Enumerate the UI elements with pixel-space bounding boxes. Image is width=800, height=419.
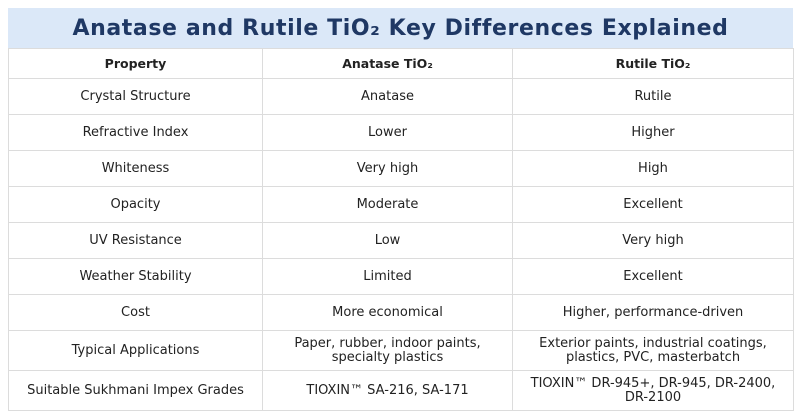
table-row: Suitable Sukhmani Impex Grades TIOXIN™ SA… [8, 370, 794, 411]
table-row: Refractive Index Lower Higher [8, 114, 794, 151]
table-cell: Anatase [262, 78, 513, 115]
table-row: Weather Stability Limited Excellent [8, 258, 794, 295]
table-row: Opacity Moderate Excellent [8, 186, 794, 223]
table-cell: Very high [262, 150, 513, 187]
table-row: Cost More economical Higher, performance-d… [8, 294, 794, 331]
column-header: Anatase TiO₂ [262, 48, 513, 79]
table-cell: Higher, performance-driven [512, 294, 794, 331]
table-cell: UV Resistance [8, 222, 263, 259]
table-cell: High [512, 150, 794, 187]
table-cell: Whiteness [8, 150, 263, 187]
table-cell: Weather Stability [8, 258, 263, 295]
table-cell: TIOXIN™ DR-945+, DR-945, DR-2400, DR-210… [512, 370, 794, 411]
table-cell: Lower [262, 114, 513, 151]
table-cell: More economical [262, 294, 513, 331]
table-cell: Higher [512, 114, 794, 151]
table-cell: Limited [262, 258, 513, 295]
table-cell: Excellent [512, 186, 794, 223]
table-row: Whiteness Very high High [8, 150, 794, 187]
table-cell: Refractive Index [8, 114, 263, 151]
table-cell: Suitable Sukhmani Impex Grades [8, 370, 263, 411]
table-cell: Moderate [262, 186, 513, 223]
table-cell: Rutile [512, 78, 794, 115]
table-cell: Typical Applications [8, 330, 263, 371]
table-cell: Excellent [512, 258, 794, 295]
table-cell: Crystal Structure [8, 78, 263, 115]
table-row: Typical Applications Paper, rubber, indoo… [8, 330, 794, 371]
table-cell: Cost [8, 294, 263, 331]
table-row: UV Resistance Low Very high [8, 222, 794, 259]
table-cell: TIOXIN™ SA-216, SA-171 [262, 370, 513, 411]
title: Anatase and Rutile TiO₂ Key Differences … [8, 8, 793, 48]
table-cell: Exterior paints, industrial coatings, pl… [512, 330, 794, 371]
table-cell: Opacity [8, 186, 263, 223]
table-cell: Low [262, 222, 513, 259]
table-cell: Very high [512, 222, 794, 259]
infographic: Anatase and Rutile TiO₂ Key Differences … [8, 8, 794, 411]
column-header: Property [8, 48, 263, 79]
header-row: Property Anatase TiO₂ Rutile TiO₂ [8, 48, 794, 79]
table-row: Crystal Structure Anatase Rutile [8, 78, 794, 115]
comparison-table: Property Anatase TiO₂ Rutile TiO₂ Crystal … [8, 48, 794, 411]
column-header: Rutile TiO₂ [512, 48, 794, 79]
table-cell: Paper, rubber, indoor paints, specialty … [262, 330, 513, 371]
